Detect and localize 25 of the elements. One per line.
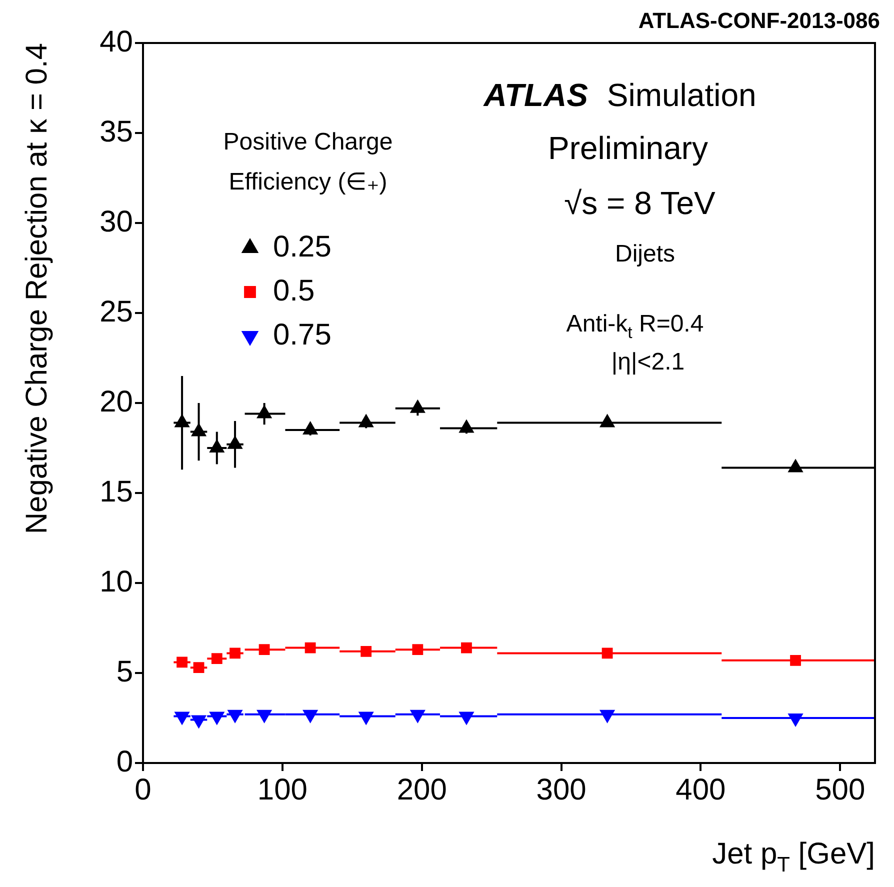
y-tick-label: 15 bbox=[100, 475, 133, 508]
x-tick-label: 100 bbox=[257, 773, 308, 806]
y-tick-label: 30 bbox=[100, 205, 133, 238]
annotation: Preliminary bbox=[548, 130, 708, 166]
x-tick-label: 400 bbox=[676, 773, 726, 806]
annotation: |η|<2.1 bbox=[611, 348, 685, 376]
x-tick-label: 300 bbox=[536, 773, 586, 806]
legend-title: Positive Charge Efficiency (∈₊) bbox=[223, 128, 393, 196]
y-tick-label: 35 bbox=[100, 115, 133, 148]
x-tick-label: 500 bbox=[815, 773, 866, 806]
y-tick-label: 25 bbox=[100, 295, 133, 328]
y-tick-label: 40 bbox=[100, 25, 133, 58]
y-axis-title: Negative Charge Rejection at κ = 0.4 bbox=[20, 42, 54, 534]
y-tick-label: 0 bbox=[116, 745, 133, 778]
text: ATLAS-CONF-2013-086 bbox=[638, 8, 880, 34]
legend-label: 0.75 bbox=[273, 318, 332, 352]
y-tick-label: 5 bbox=[116, 655, 133, 688]
y-tick-label: 10 bbox=[100, 565, 133, 598]
y-tick-label: 20 bbox=[100, 385, 133, 418]
x-tick-label: 200 bbox=[396, 773, 447, 806]
annotation: ATLAS Simulation bbox=[482, 76, 756, 113]
annotation: √s = 8 TeV bbox=[564, 184, 716, 221]
legend-label: 0.5 bbox=[273, 274, 315, 308]
legend-label: 0.25 bbox=[273, 230, 332, 264]
annotation: Dijets bbox=[614, 240, 676, 268]
